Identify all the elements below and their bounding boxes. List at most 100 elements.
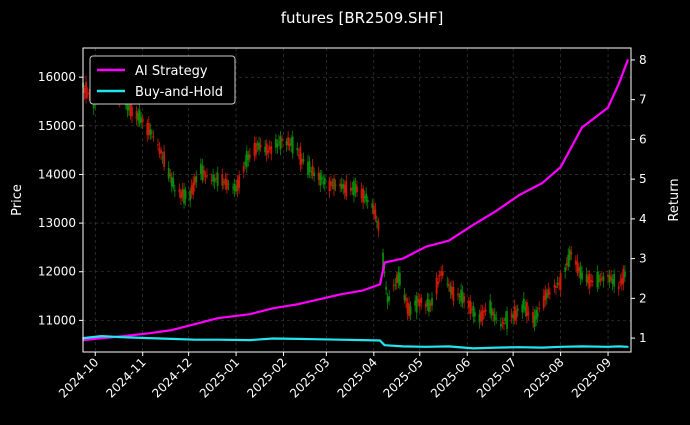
candle-body — [440, 271, 443, 276]
candle-body — [140, 117, 143, 123]
candle-body — [591, 280, 594, 282]
candle-body — [192, 182, 195, 195]
candle-body — [501, 321, 504, 323]
candle-body — [623, 271, 626, 278]
buy-and-hold-line-point — [559, 346, 562, 348]
candle-body — [328, 180, 331, 192]
candle-body — [281, 138, 283, 142]
candle-body — [428, 299, 430, 312]
candle-body — [85, 81, 87, 99]
candle-body — [128, 105, 130, 110]
candle-body — [418, 299, 421, 307]
candle-body — [555, 286, 557, 289]
ai-strategy-line-point — [272, 307, 274, 310]
ai-strategy-line-point — [249, 313, 251, 316]
candle-body — [342, 183, 345, 189]
y-right-tick-label: 6 — [639, 132, 647, 146]
ai-strategy-line-point — [448, 239, 450, 242]
candle-body — [363, 196, 366, 199]
candle-body — [493, 314, 496, 321]
candle-body — [296, 147, 299, 151]
candle-body — [406, 302, 409, 314]
candle-body — [510, 313, 513, 318]
candle-body — [258, 142, 260, 150]
candle-body — [138, 109, 141, 124]
candle-body — [307, 161, 309, 176]
candle-body — [129, 103, 132, 116]
y-axis-left-label: Price — [10, 184, 25, 216]
candle-body — [232, 187, 234, 189]
line-series-group — [82, 59, 629, 350]
candle-body — [193, 177, 196, 185]
candle-body — [267, 150, 270, 153]
candle-body — [360, 189, 363, 199]
candle-body — [340, 184, 343, 189]
candle-body — [330, 181, 332, 186]
candle-body — [597, 274, 600, 283]
candle-body — [339, 183, 342, 187]
candle-body — [160, 150, 162, 154]
candle-body — [483, 310, 485, 313]
buy-and-hold-line-point — [319, 338, 322, 341]
y-right-tick-label: 4 — [639, 212, 647, 226]
candle-body — [331, 185, 334, 187]
candle-body — [190, 185, 193, 194]
candle-body — [610, 276, 613, 281]
candle-body — [354, 184, 357, 193]
legend: AI Strategy Buy-and-Hold — [89, 55, 236, 105]
candle-body — [446, 283, 449, 285]
candle-body — [447, 283, 450, 286]
candle-body — [131, 106, 133, 117]
candle-body — [222, 181, 225, 183]
candle-body — [147, 122, 150, 136]
candle-body — [290, 138, 293, 146]
candle-body — [255, 143, 257, 155]
candle-body — [245, 151, 248, 168]
candle-body — [590, 280, 593, 283]
candle-body — [172, 178, 175, 188]
candle-body — [353, 180, 355, 196]
candle-body — [274, 139, 277, 148]
candle-body — [579, 266, 582, 279]
candle-body — [291, 136, 294, 154]
buy-and-hold-line-point — [472, 347, 475, 350]
candle-body — [570, 251, 573, 255]
ai-strategy-line-point — [425, 245, 427, 248]
buy-and-hold-line-point — [379, 339, 381, 342]
candle-body — [607, 274, 609, 277]
candle-body — [431, 298, 433, 306]
candle-body — [547, 289, 550, 295]
buy-and-hold-line-point — [495, 346, 498, 349]
candle-body — [244, 161, 247, 166]
buy-and-hold-line-point — [607, 346, 609, 348]
candle-body — [503, 322, 505, 325]
candle-body — [152, 136, 155, 138]
candle-body — [588, 273, 591, 288]
legend-box — [89, 55, 236, 105]
candle-body — [558, 283, 560, 286]
ai-strategy-line-point — [216, 317, 219, 320]
candle-body — [375, 220, 378, 223]
ai-strategy-line-point — [296, 303, 299, 306]
candle-body — [394, 284, 397, 286]
candle-body — [199, 163, 202, 175]
candle-body — [492, 311, 495, 316]
candle-body — [362, 188, 365, 203]
candle-body — [184, 190, 187, 199]
candle-body — [356, 186, 358, 192]
candle-body — [287, 137, 290, 146]
candle-body — [146, 122, 149, 136]
grid — [83, 48, 631, 352]
candle-body — [366, 200, 369, 203]
candle-body — [481, 310, 484, 321]
candle-body — [173, 190, 176, 192]
candle-body — [460, 289, 462, 302]
candle-body — [435, 277, 438, 295]
candle-body — [259, 144, 262, 148]
buy-and-hold-line-point — [249, 339, 251, 341]
candle-body — [581, 272, 583, 280]
candle-body — [489, 300, 492, 314]
candle-body — [587, 276, 590, 284]
candle-body — [382, 252, 384, 268]
candle-body — [86, 93, 89, 95]
